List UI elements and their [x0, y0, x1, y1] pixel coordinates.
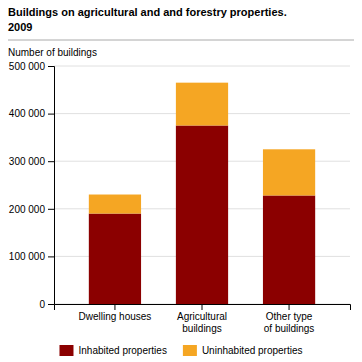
y-tick-label: 400 000 [9, 108, 46, 119]
y-tick: 500 000 [9, 61, 54, 72]
legend-item: Uninhabited properties [183, 345, 303, 356]
x-axis: Dwelling houses Agriculturalbuildings Othe… [55, 304, 351, 334]
x-tick-label: Other typeof buildings [264, 311, 315, 334]
x-tick: Agriculturalbuildings [177, 304, 227, 334]
y-axis: 0 100 000 200 000 300 000 400 000 500 000 [9, 61, 55, 310]
x-tick: Other typeof buildings [264, 304, 315, 334]
x-tick-mark [289, 304, 290, 310]
y-tick-mark [48, 209, 54, 210]
y-tick-label: 500 000 [9, 61, 46, 72]
separator [8, 40, 354, 41]
bar [89, 195, 141, 214]
legend-swatch [59, 345, 73, 356]
x-tick-label: Agriculturalbuildings [177, 311, 227, 334]
title: Buildings on agricultural and and forest… [8, 6, 287, 18]
x-tick-mark [114, 304, 115, 310]
y-axis-line [48, 67, 55, 305]
y-tick-label: 100 000 [9, 251, 46, 262]
x-axis-line [55, 305, 351, 311]
y-tick-label: 300 000 [9, 156, 46, 167]
y-tick-mark [48, 114, 54, 115]
legend-item: Inhabited properties [59, 345, 166, 356]
grid [54, 66, 350, 304]
bar [89, 214, 141, 304]
bar [263, 149, 315, 195]
y-tick: 300 000 [9, 156, 54, 167]
x-tick: Dwelling houses [79, 304, 152, 322]
y-axis-title: Number of buildings [8, 47, 97, 58]
y-tick: 200 000 [9, 204, 54, 215]
y-tick-mark [48, 304, 54, 305]
y-tick: 0 [39, 299, 54, 310]
legend-label: Uninhabited properties [202, 345, 303, 356]
y-tick-label: 200 000 [9, 204, 46, 215]
chart: Buildings on agricultural and and forest… [0, 0, 362, 362]
plot: 0 100 000 200 000 300 000 400 000 500 000 Dwel… [9, 61, 351, 334]
x-tick-label: Dwelling houses [79, 311, 152, 322]
y-tick-mark [48, 66, 54, 67]
bar [176, 126, 228, 305]
legend-swatch [183, 345, 197, 356]
x-tick-mark [202, 304, 203, 310]
bar [176, 83, 228, 126]
y-tick-mark [48, 161, 54, 162]
y-tick: 400 000 [9, 108, 54, 119]
legend: Inhabited properties Uninhabited properti… [59, 345, 302, 356]
grid-line [54, 66, 350, 67]
legend-label: Inhabited properties [78, 345, 166, 356]
y-tick: 100 000 [9, 251, 54, 262]
y-tick-label: 0 [39, 299, 45, 310]
y-tick-mark [48, 256, 54, 257]
subtitle: 2009 [8, 21, 32, 33]
bar [263, 195, 315, 304]
bars [89, 83, 315, 304]
